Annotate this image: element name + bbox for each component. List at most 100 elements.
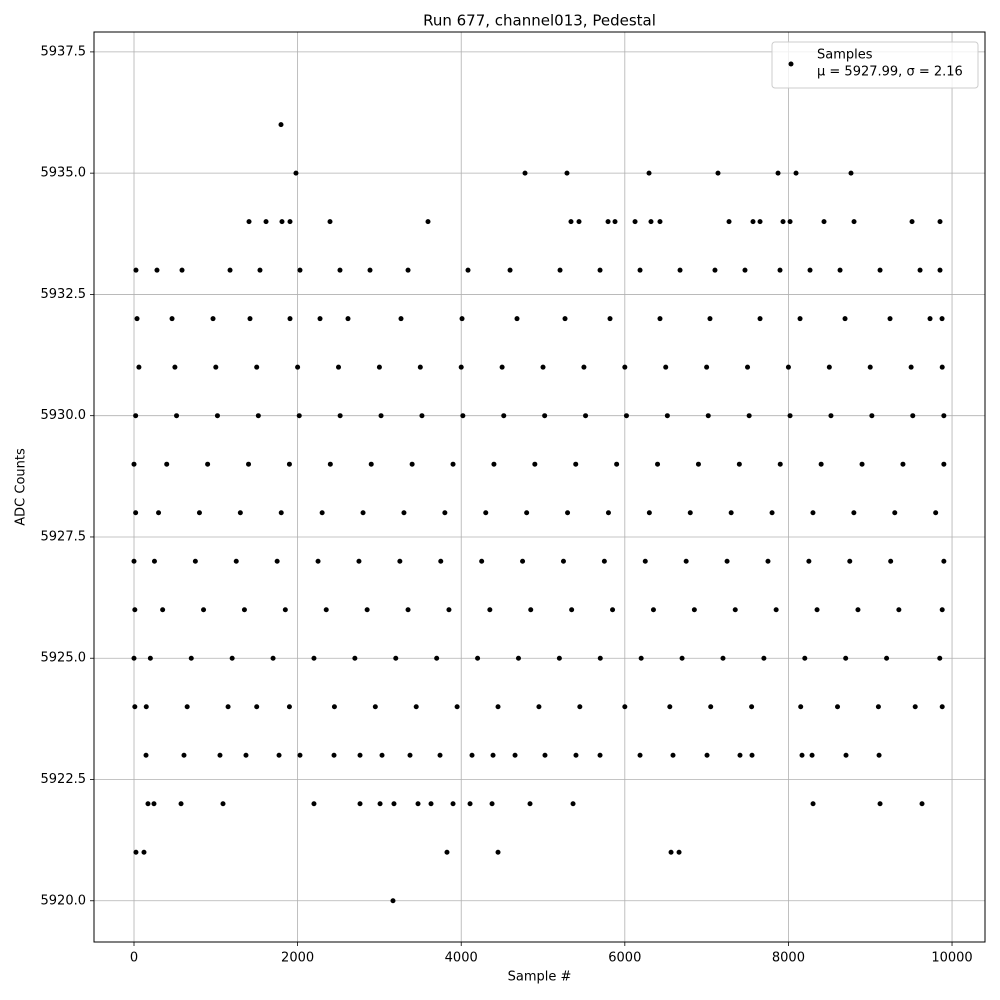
point (937, 267, 943, 273)
point (131, 655, 137, 661)
point (279, 219, 285, 225)
point (843, 752, 849, 758)
point (237, 510, 243, 516)
point (536, 704, 542, 710)
point (479, 558, 485, 564)
point (151, 801, 157, 807)
point (900, 461, 906, 467)
point (522, 170, 528, 176)
point (278, 510, 284, 516)
legend-marker (788, 61, 794, 67)
point (459, 316, 465, 322)
point (178, 801, 184, 807)
point (311, 655, 317, 661)
point (573, 461, 579, 467)
point (937, 655, 943, 661)
point (192, 558, 198, 564)
point (196, 510, 202, 516)
point (909, 219, 915, 225)
point (241, 607, 247, 613)
point (869, 413, 875, 419)
point (910, 413, 916, 419)
point (454, 704, 460, 710)
point (331, 752, 337, 758)
point (136, 364, 142, 370)
point (622, 704, 628, 710)
point (295, 364, 301, 370)
point (475, 655, 481, 661)
point (213, 364, 219, 370)
point (286, 704, 292, 710)
point (407, 752, 413, 758)
point (501, 413, 507, 419)
point (663, 364, 669, 370)
point (495, 849, 501, 855)
point (912, 704, 918, 710)
point (345, 316, 351, 322)
point (542, 413, 548, 419)
point (490, 752, 496, 758)
x-tick-label: 4000 (445, 951, 478, 966)
point (336, 364, 342, 370)
point (409, 461, 415, 467)
point (565, 510, 571, 516)
point (413, 704, 419, 710)
point (327, 461, 333, 467)
point (573, 752, 579, 758)
point (557, 267, 563, 273)
point (227, 267, 233, 273)
point (499, 364, 505, 370)
point (724, 558, 730, 564)
point (726, 219, 732, 225)
point (707, 316, 713, 322)
marks (131, 122, 947, 904)
point (205, 461, 211, 467)
point (637, 752, 643, 758)
point (437, 752, 443, 758)
point (939, 704, 945, 710)
point (465, 267, 471, 273)
point (556, 655, 562, 661)
point (133, 267, 139, 273)
point (311, 801, 317, 807)
point (745, 364, 751, 370)
point (169, 316, 175, 322)
point (254, 364, 260, 370)
point (683, 558, 689, 564)
point (357, 801, 363, 807)
point (377, 801, 383, 807)
point (141, 849, 147, 855)
point (217, 752, 223, 758)
point (246, 219, 252, 225)
point (818, 461, 824, 467)
point (780, 219, 786, 225)
point (597, 267, 603, 273)
point (875, 704, 881, 710)
point (877, 801, 883, 807)
point (164, 461, 170, 467)
point (810, 510, 816, 516)
point (393, 655, 399, 661)
point (282, 607, 288, 613)
point (397, 558, 403, 564)
point (401, 510, 407, 516)
point (357, 752, 363, 758)
y-tick-label: 5927.5 (41, 529, 87, 544)
point (810, 801, 816, 807)
point (610, 607, 616, 613)
point (704, 752, 710, 758)
point (274, 558, 280, 564)
point (597, 655, 603, 661)
point (133, 849, 139, 855)
point (254, 704, 260, 710)
y-axis-label: ADC Counts (14, 448, 29, 526)
point (450, 461, 456, 467)
point (132, 607, 138, 613)
point (622, 364, 628, 370)
point (777, 461, 783, 467)
point (646, 510, 652, 516)
point (450, 801, 456, 807)
point (809, 752, 815, 758)
point (360, 510, 366, 516)
point (761, 655, 767, 661)
